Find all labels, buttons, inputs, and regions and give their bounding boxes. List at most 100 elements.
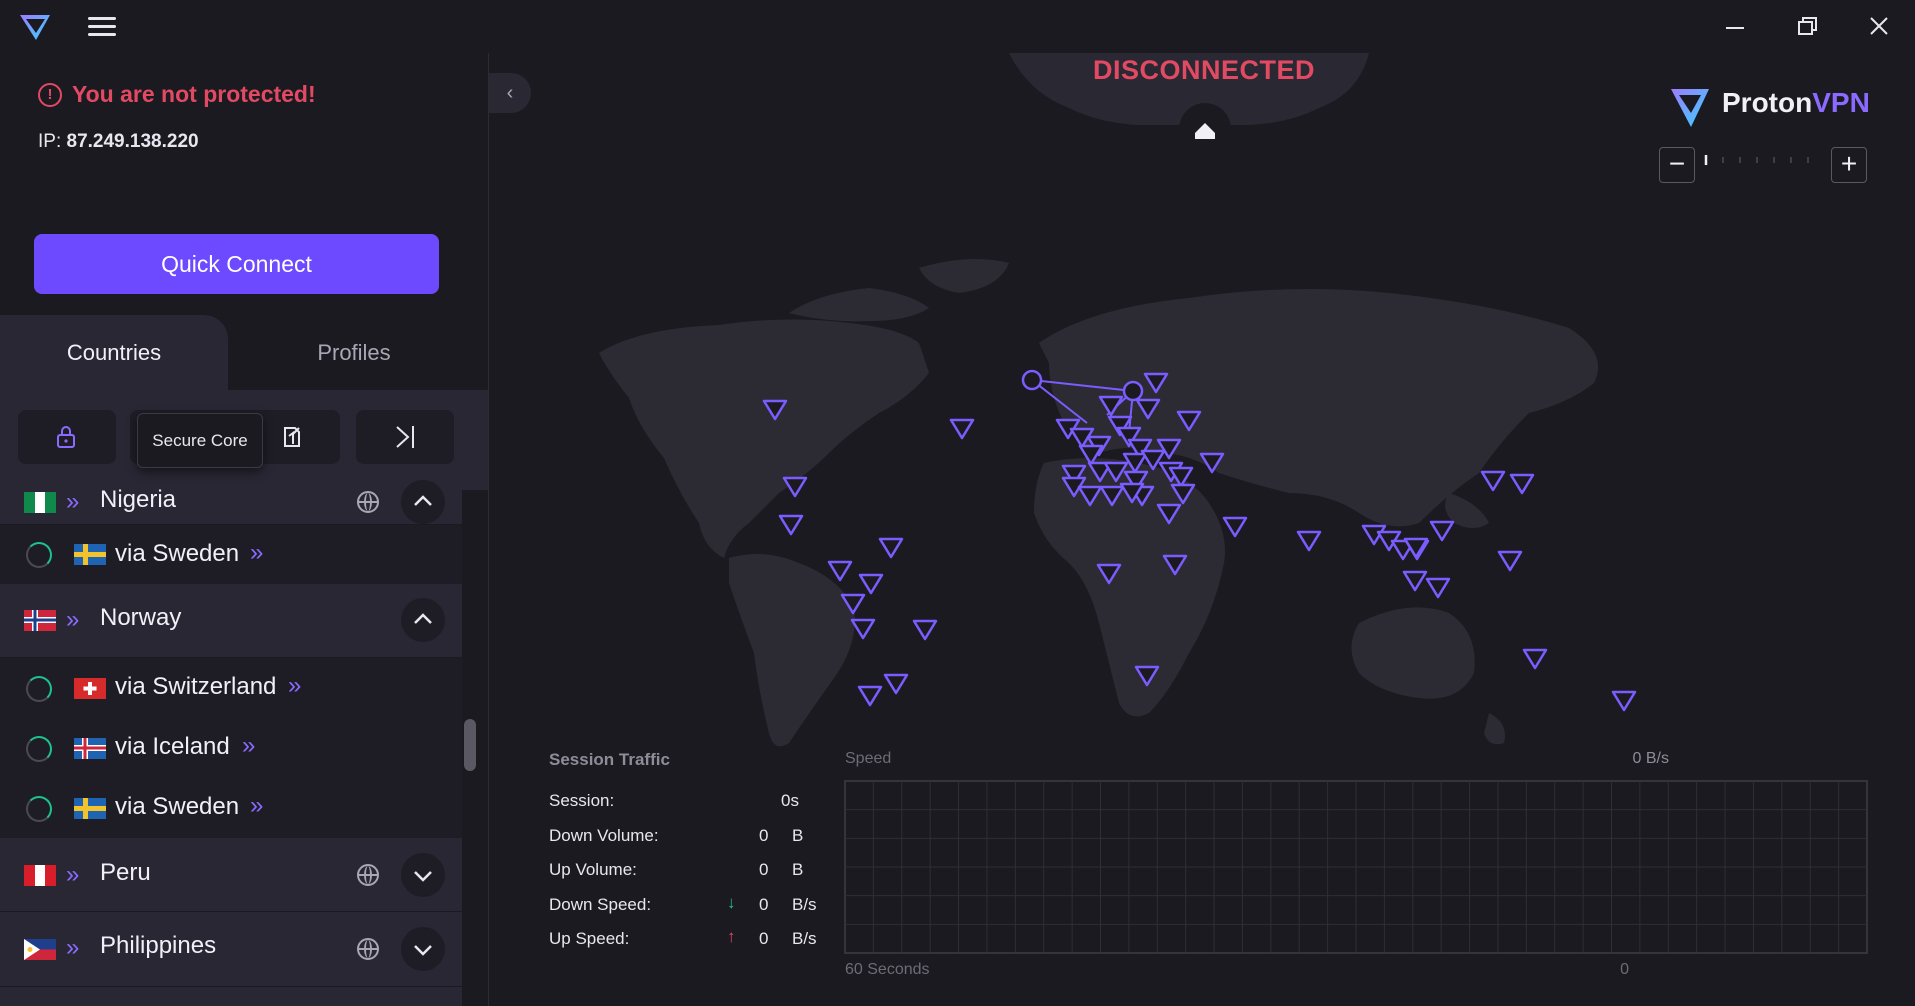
country-row-philippines[interactable]: » Philippines (0, 912, 462, 987)
server-marker-icon[interactable] (1098, 395, 1124, 417)
world-map (599, 53, 1868, 954)
expand-button[interactable] (401, 927, 445, 971)
server-marker-icon[interactable] (1403, 537, 1429, 559)
protonvpn-logo-icon (20, 15, 50, 40)
server-marker-icon[interactable] (857, 685, 883, 707)
session-traffic-title: Session Traffic (549, 750, 670, 769)
loading-icon (26, 736, 52, 762)
server-marker-icon[interactable] (1116, 426, 1142, 448)
server-marker-icon[interactable] (1509, 473, 1535, 495)
server-row[interactable]: via Sweden » (0, 525, 462, 584)
server-marker-icon[interactable] (912, 619, 938, 641)
server-marker-icon[interactable] (827, 560, 853, 582)
server-marker-icon[interactable] (1077, 485, 1103, 507)
chevron-down-icon (414, 871, 432, 882)
minimize-icon[interactable] (1718, 12, 1752, 42)
server-marker-icon[interactable] (1402, 570, 1428, 592)
server-marker-icon[interactable] (1497, 550, 1523, 572)
speed-graph-current: 0 B/s (1632, 750, 1669, 767)
server-marker-icon[interactable] (1425, 577, 1451, 599)
restore-icon[interactable] (1790, 12, 1824, 42)
server-marker-icon[interactable] (1480, 470, 1506, 492)
server-marker-icon[interactable] (1156, 438, 1182, 460)
collapse-button[interactable] (401, 480, 445, 524)
server-marker-icon[interactable] (1611, 690, 1637, 712)
down-volume-unit: B (792, 826, 804, 845)
zoom-out-button[interactable]: − (1659, 147, 1695, 183)
server-marker-icon[interactable] (1087, 461, 1113, 483)
server-marker-icon[interactable] (782, 476, 808, 498)
server-marker-icon[interactable] (1156, 503, 1182, 525)
up-volume-unit: B (792, 860, 804, 879)
server-marker-icon[interactable] (1429, 520, 1455, 542)
scrollbar-thumb[interactable] (464, 719, 476, 771)
zoom-slider[interactable] (1704, 155, 1809, 165)
server-marker-icon[interactable] (1096, 563, 1122, 585)
server-marker-icon[interactable] (883, 673, 909, 695)
server-marker-icon[interactable] (1061, 464, 1087, 486)
collapse-button[interactable] (401, 598, 445, 642)
double-chevron-icon: » (66, 861, 80, 888)
server-marker-icon[interactable] (778, 514, 804, 536)
tab-profiles[interactable]: Profiles (317, 340, 391, 365)
chevron-up-icon (414, 495, 432, 506)
close-icon[interactable] (1862, 12, 1896, 42)
server-marker-icon[interactable] (1099, 485, 1125, 507)
country-row-peru[interactable]: » Peru (0, 839, 462, 912)
warning-message: ! You are not protected! (38, 81, 316, 108)
menu-icon[interactable] (86, 12, 118, 42)
collapse-sidebar-button[interactable]: ‹ (489, 73, 531, 113)
server-marker-icon[interactable] (1143, 372, 1169, 394)
server-marker-icon[interactable] (1168, 466, 1194, 488)
server-marker-icon[interactable] (1296, 530, 1322, 552)
server-marker-icon[interactable] (1522, 648, 1548, 670)
server-marker-icon[interactable] (1134, 665, 1160, 687)
country-name: Philippines (100, 932, 217, 959)
expand-button[interactable] (401, 853, 445, 897)
secure-core-tooltip: Secure Core (137, 413, 263, 468)
down-speed-value: 0 (759, 895, 769, 914)
server-marker-icon[interactable] (1103, 461, 1129, 483)
server-row[interactable]: via Iceland » (0, 718, 462, 778)
server-row[interactable]: via Switzerland » (0, 658, 462, 718)
server-marker-icon[interactable] (858, 573, 884, 595)
filter-tor-button[interactable] (356, 410, 454, 464)
loading-icon (26, 676, 52, 702)
server-marker-icon[interactable] (878, 537, 904, 559)
ip-value: 87.249.138.220 (66, 131, 199, 152)
server-row[interactable]: via Sweden » (0, 778, 462, 838)
server-marker-icon[interactable] (1107, 415, 1133, 437)
filter-standard-button[interactable] (18, 410, 116, 464)
server-marker-icon[interactable] (840, 593, 866, 615)
server-marker-icon[interactable] (949, 418, 975, 440)
server-marker-icon[interactable] (1222, 516, 1248, 538)
server-label: via Iceland (115, 733, 230, 760)
server-marker-icon[interactable] (762, 399, 788, 421)
server-marker-icon[interactable] (1119, 482, 1145, 504)
country-name: Peru (100, 859, 151, 886)
title-bar (0, 0, 1915, 53)
sweden-flag-icon (74, 544, 106, 565)
tab-countries[interactable]: Countries (0, 315, 228, 390)
speed-graph (844, 780, 1868, 954)
server-marker-icon[interactable] (1078, 444, 1104, 466)
server-marker-icon[interactable] (1170, 483, 1196, 505)
server-marker-icon[interactable] (1140, 449, 1166, 471)
zoom-in-button[interactable]: + (1831, 147, 1867, 183)
globe-icon (357, 491, 379, 513)
server-marker-icon[interactable] (1176, 410, 1202, 432)
server-marker-icon[interactable] (1127, 438, 1153, 460)
server-marker-icon[interactable] (1135, 398, 1161, 420)
country-row-norway[interactable]: » Norway (0, 584, 462, 658)
server-marker-icon[interactable] (850, 618, 876, 640)
down-volume-label: Down Volume: (549, 826, 659, 845)
server-marker-icon[interactable] (1162, 554, 1188, 576)
secure-core-nodes (1021, 369, 1144, 402)
quick-connect-button[interactable]: Quick Connect (34, 234, 439, 294)
server-marker-icon[interactable] (1123, 470, 1149, 492)
server-marker-icon[interactable] (1199, 452, 1225, 474)
server-marker-icon[interactable] (1122, 452, 1148, 474)
tor-icon (396, 426, 414, 448)
peru-flag-icon (24, 865, 56, 886)
country-row-nigeria[interactable]: » Nigeria (0, 480, 462, 525)
